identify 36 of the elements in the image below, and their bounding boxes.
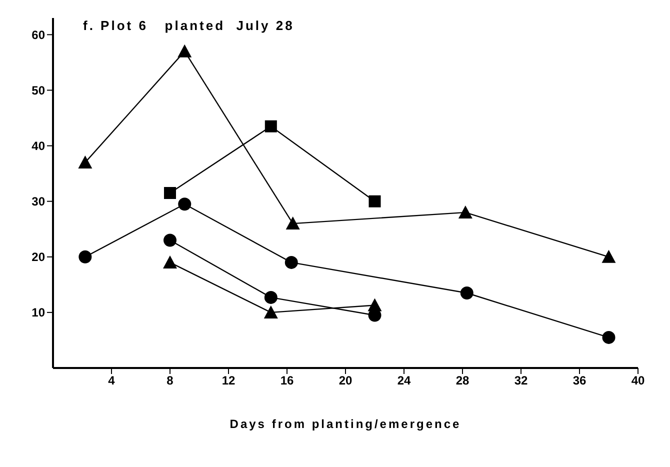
point xyxy=(264,290,278,304)
y-tick-label: 10 xyxy=(32,306,46,320)
y-tick-label: 50 xyxy=(32,83,46,98)
point xyxy=(368,298,382,312)
x-tick-label: 24 xyxy=(397,374,411,388)
point xyxy=(602,330,616,344)
chart-title: f. Plot 6 planted July 28 xyxy=(83,18,294,33)
y-tick-label: 30 xyxy=(32,194,46,209)
point xyxy=(368,195,381,208)
y-tick-label: 40 xyxy=(32,139,46,154)
point xyxy=(286,216,300,230)
x-tick-label: 32 xyxy=(514,374,528,388)
point xyxy=(178,198,192,211)
y-tick-label: 20 xyxy=(32,250,46,264)
x-tick-label: 36 xyxy=(572,374,586,388)
x-tick-label: 12 xyxy=(222,374,236,388)
point xyxy=(78,155,92,168)
x-tick-label: 4 xyxy=(108,374,116,388)
point xyxy=(458,205,472,218)
point xyxy=(78,250,92,264)
point xyxy=(602,250,616,263)
point xyxy=(163,255,177,268)
y-tick-label: 60 xyxy=(32,28,46,42)
x-tick-label: 28 xyxy=(456,374,470,388)
x-tick-label: 8 xyxy=(166,374,174,388)
x-tick-label: 20 xyxy=(338,374,352,388)
point xyxy=(164,234,176,247)
point xyxy=(178,44,192,58)
x-axis-title: Days from planting/emergence xyxy=(230,417,462,431)
x-tick-label: 16 xyxy=(280,374,294,388)
point xyxy=(264,305,278,318)
x-tick-label: 40 xyxy=(631,374,645,388)
point xyxy=(164,187,176,199)
point xyxy=(264,120,277,132)
point xyxy=(284,256,298,269)
point xyxy=(460,286,474,300)
